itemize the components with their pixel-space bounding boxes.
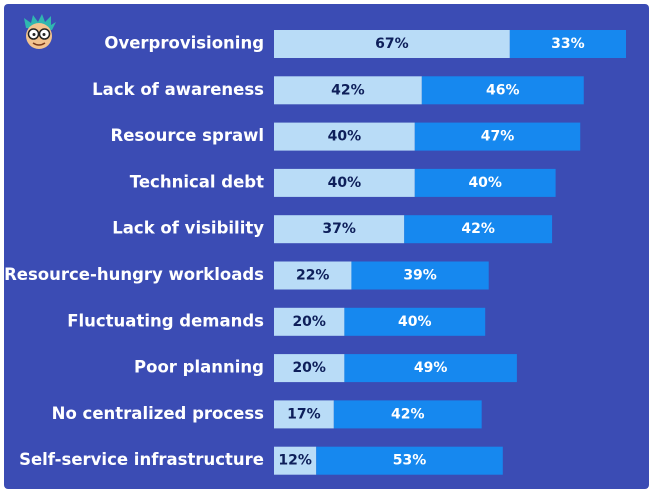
data-label: 40% <box>328 175 362 191</box>
bar-segment-series-2 <box>404 215 553 244</box>
data-label: 49% <box>414 360 448 376</box>
bar-segment-series-2 <box>344 307 486 336</box>
data-label: 20% <box>292 360 326 376</box>
data-label: 42% <box>461 221 495 237</box>
bar-segment-series-1 <box>274 215 405 244</box>
bar-segment-series-2 <box>351 261 489 290</box>
data-label: 40% <box>398 314 432 330</box>
data-label: 40% <box>468 175 502 191</box>
category-label: Lack of visibility <box>112 219 264 238</box>
data-label: 42% <box>391 406 425 422</box>
bar-segment-series-2 <box>316 446 503 475</box>
category-label: Fluctuating demands <box>67 311 264 330</box>
bar-segment-series-1 <box>274 30 510 58</box>
category-label: Resource-hungry workloads <box>4 265 264 284</box>
category-label: Lack of awareness <box>92 80 264 99</box>
category-label: Poor planning <box>134 358 264 377</box>
stacked-bar-chart: Overprovisioning 67% 33% Lack of awareness 4… <box>4 30 626 475</box>
data-label: 40% <box>328 129 362 145</box>
data-label: 53% <box>393 453 427 469</box>
bar-segment-series-2 <box>344 354 517 383</box>
chart-panel: Overprovisioning 67% 33% Lack of awareness 4… <box>4 4 649 489</box>
category-label: Self-service infrastructure <box>19 450 264 469</box>
bar-segment-series-1 <box>274 261 352 290</box>
bar-segment-series-2 <box>414 122 581 151</box>
bar-segment-series-2 <box>333 400 482 429</box>
category-label: Overprovisioning <box>104 34 264 53</box>
data-label: 67% <box>375 36 409 52</box>
data-label: 46% <box>486 82 520 98</box>
data-label: 37% <box>322 221 356 237</box>
avatar-icon <box>24 14 56 49</box>
data-label: 20% <box>292 314 326 330</box>
bar-segment-series-1 <box>274 122 415 151</box>
data-label: 22% <box>296 268 330 284</box>
data-label: 12% <box>278 453 312 469</box>
bar-segment-series-1 <box>274 400 334 429</box>
category-label: Technical debt <box>130 172 264 191</box>
data-label: 17% <box>287 406 321 422</box>
bar-segment-series-2 <box>414 168 556 197</box>
bar-segment-series-1 <box>274 307 345 336</box>
bar-segment-series-2 <box>421 76 584 105</box>
bar-segment-series-1 <box>274 168 415 197</box>
category-label: No centralized process <box>52 404 265 423</box>
bar-segment-series-1 <box>274 76 422 105</box>
data-label: 42% <box>331 82 365 98</box>
bar-segment-series-1 <box>274 446 317 475</box>
data-label: 33% <box>551 36 585 52</box>
category-label: Resource sprawl <box>111 126 264 145</box>
bar-segment-series-1 <box>274 354 345 383</box>
data-label: 47% <box>481 129 515 145</box>
bar-segment-series-2 <box>509 30 626 58</box>
data-label: 39% <box>403 268 437 284</box>
